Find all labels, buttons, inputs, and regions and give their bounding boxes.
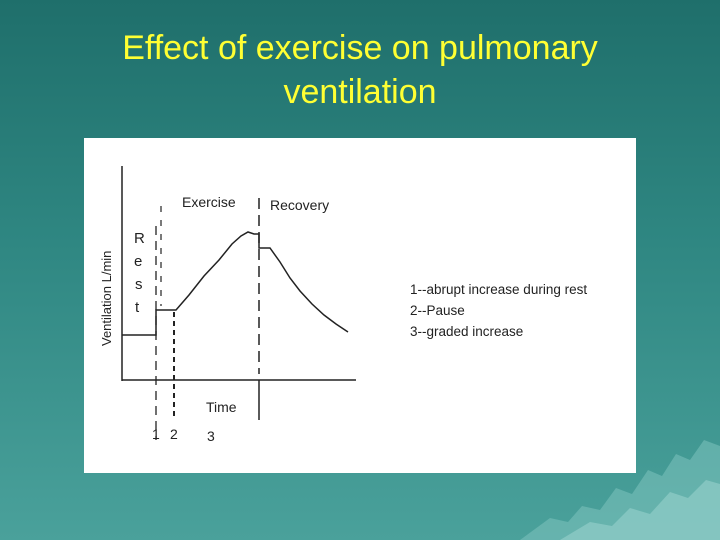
title-line-1: Effect of exercise on pulmonary	[122, 29, 598, 67]
diagram-panel: Ventilation L/min Exercise Recovery R e …	[84, 138, 636, 473]
slide-title: Effect of exercise on pulmonary ventilat…	[0, 26, 720, 114]
y-axis-label: Ventilation L/min	[99, 251, 114, 346]
decorative-mountain	[520, 440, 720, 540]
recovery-label: Recovery	[270, 197, 329, 213]
exercise-label: Exercise	[182, 194, 236, 210]
title-line-2: ventilation	[283, 73, 437, 111]
rest-letter-s: s	[135, 276, 143, 293]
rest-letter-t: t	[135, 299, 140, 316]
legend-item-2: 2--Pause	[410, 303, 465, 318]
marker-2: 2	[170, 426, 178, 442]
ventilation-diagram: Ventilation L/min Exercise Recovery R e …	[99, 166, 356, 444]
marker-3: 3	[207, 428, 215, 444]
rest-letter-e: e	[134, 253, 142, 270]
ventilation-curve	[122, 231, 349, 336]
legend: 1--abrupt increase during rest 2--Pause …	[410, 279, 587, 342]
legend-item-1: 1--abrupt increase during rest	[410, 282, 588, 297]
marker-1: 1	[152, 426, 160, 442]
rest-letter-r: R	[134, 230, 145, 247]
x-axis-label: Time	[206, 399, 237, 415]
legend-item-3: 3--graded increase	[410, 324, 524, 339]
